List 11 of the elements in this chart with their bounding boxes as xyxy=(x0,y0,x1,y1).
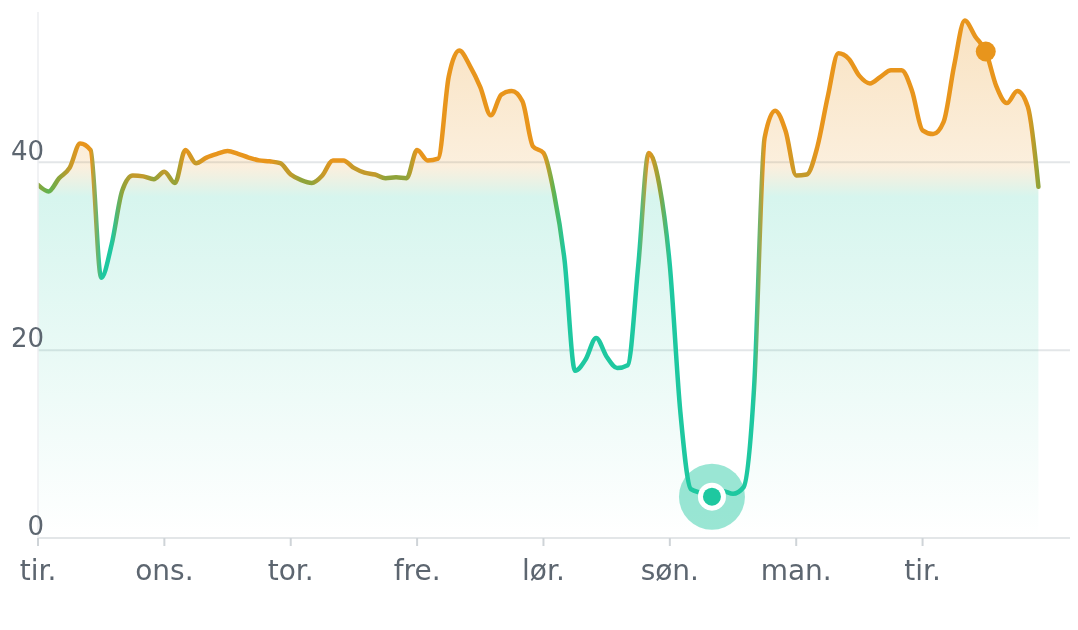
y-tick-label: 20 xyxy=(10,323,44,354)
x-tick-label: fre. xyxy=(393,553,441,587)
y-tick-label: 40 xyxy=(10,135,44,166)
x-tick-label: lør. xyxy=(522,553,565,587)
x-tick-label: man. xyxy=(760,553,832,587)
x-tick-label: tir. xyxy=(904,553,941,587)
x-tick-label: ons. xyxy=(135,553,194,587)
x-tick-label: tir. xyxy=(19,553,57,587)
x-tick-label: tor. xyxy=(267,553,314,587)
y-tick-label: 0 xyxy=(27,511,44,542)
x-tick-label: søn. xyxy=(640,553,700,587)
